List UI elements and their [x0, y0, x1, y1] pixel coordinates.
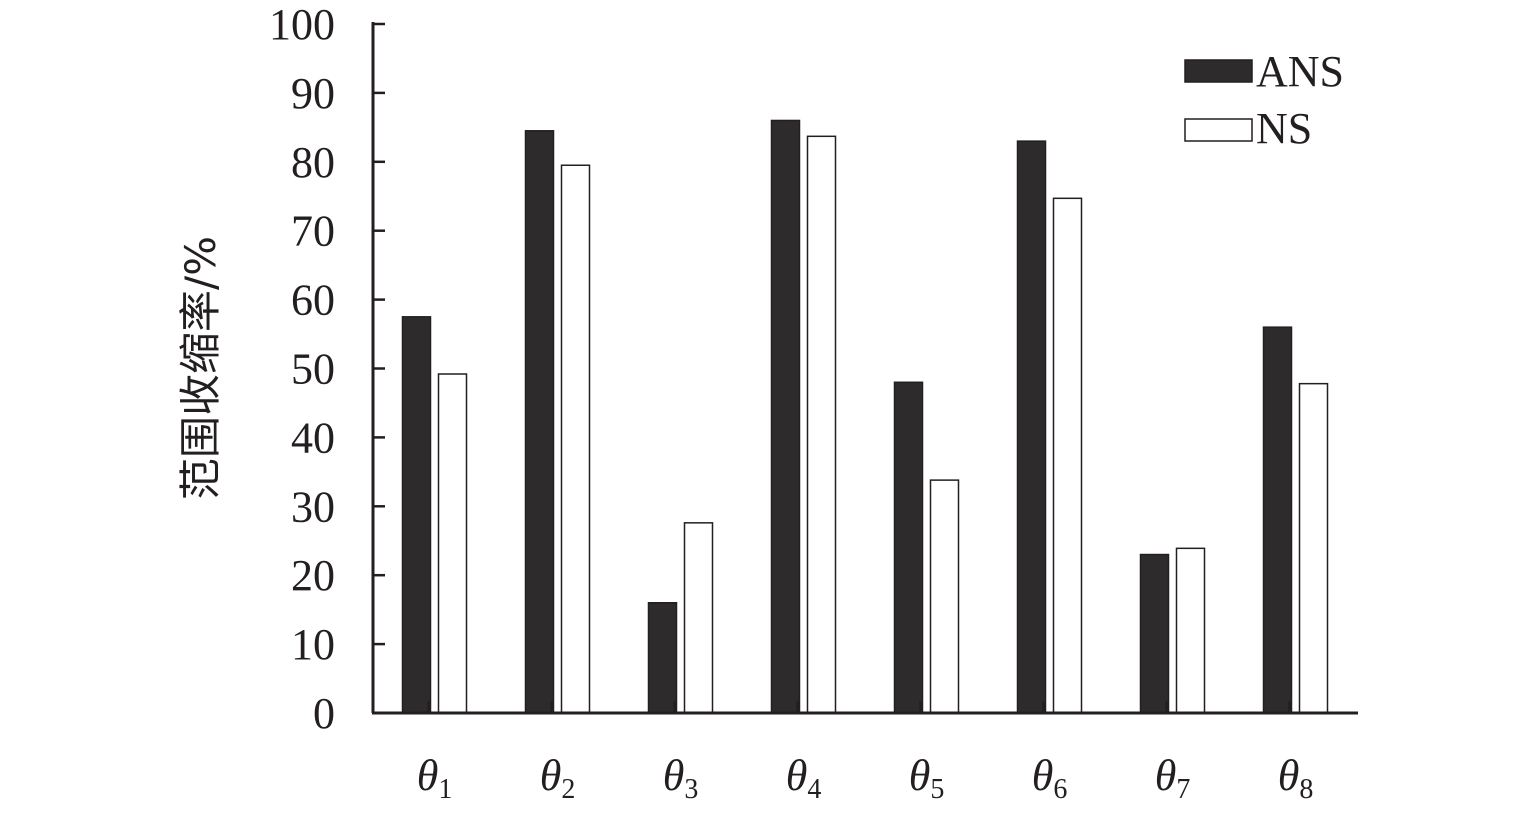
x-tick-label: θ3: [663, 751, 699, 805]
bar-ans-8: [1262, 326, 1293, 714]
y-tick-label: 10: [291, 620, 335, 669]
y-tick-label: 70: [291, 207, 335, 256]
y-axis-label: 范围收缩率/%: [176, 236, 225, 500]
x-tick-label: θ5: [909, 751, 945, 805]
legend-label-ns: NS: [1256, 104, 1312, 153]
bar-ns-2: [560, 164, 591, 714]
legend: ANS NS: [1184, 47, 1344, 153]
legend-swatch-ns: [1184, 118, 1253, 142]
bars-group: [401, 119, 1329, 714]
legend-swatch-ans: [1184, 59, 1253, 83]
bar-ans-2: [524, 130, 555, 714]
bar-ns-5: [929, 479, 960, 714]
x-tick-label: θ4: [786, 751, 822, 805]
bar-ns-1: [437, 373, 468, 714]
x-tick-label: θ6: [1032, 751, 1068, 805]
y-tick-label: 80: [291, 138, 335, 187]
bar-ans-3: [647, 602, 678, 714]
y-tick-label: 40: [291, 413, 335, 462]
bar-ans-5: [893, 381, 924, 714]
y-tick-label: 0: [313, 689, 335, 738]
bar-ans-4: [770, 119, 801, 714]
bar-ns-3: [683, 522, 714, 714]
legend-label-ans: ANS: [1256, 47, 1344, 96]
y-tick-label: 60: [291, 276, 335, 325]
y-tick-label: 90: [291, 69, 335, 118]
bar-ns-6: [1052, 197, 1083, 714]
x-tick-label: θ2: [540, 751, 576, 805]
y-tick-label: 100: [269, 0, 335, 49]
x-tick-label: θ8: [1278, 751, 1314, 805]
y-axis-ticks: 0 10 20 30 40 50 60 70 80 90 100: [269, 0, 385, 738]
y-tick-label: 50: [291, 345, 335, 394]
bar-ns-8: [1298, 382, 1329, 714]
x-axis-labels: θ1 θ2 θ3 θ4 θ5 θ6 θ7 θ8: [417, 751, 1314, 805]
bar-ans-6: [1016, 140, 1047, 714]
x-tick-label: θ7: [1155, 751, 1191, 805]
y-tick-label: 20: [291, 551, 335, 600]
x-tick-label: θ1: [417, 751, 453, 805]
bar-ns-4: [806, 135, 837, 714]
bar-ans-7: [1139, 553, 1170, 714]
y-tick-label: 30: [291, 482, 335, 531]
bar-ns-7: [1175, 547, 1206, 714]
bar-ans-1: [401, 316, 432, 714]
